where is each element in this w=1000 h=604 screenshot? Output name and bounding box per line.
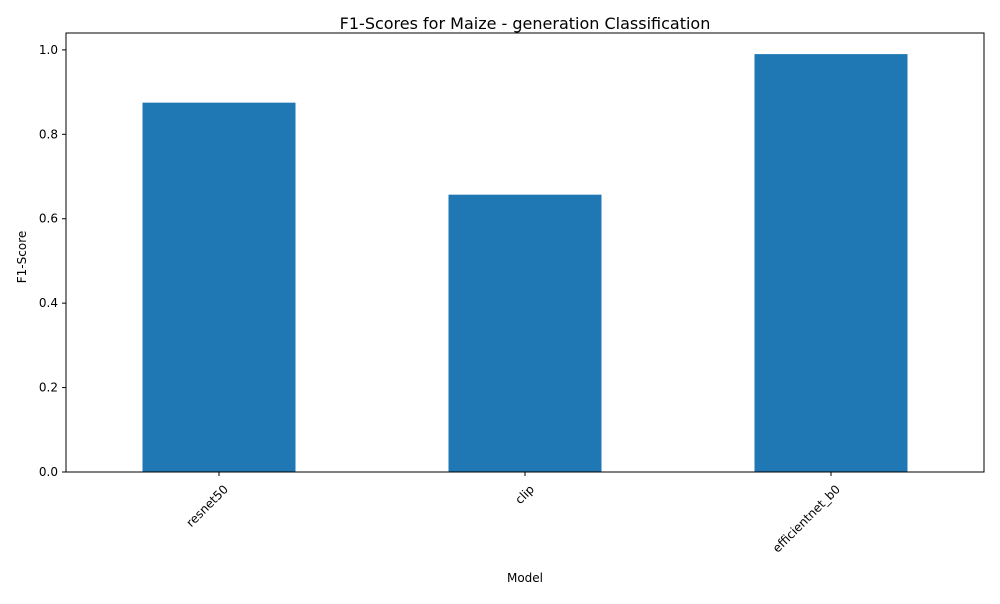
plot-frame — [65, 32, 985, 473]
y-tick-label: 0.2 — [39, 381, 58, 395]
bars-group — [142, 54, 908, 472]
x-axis-ticks: resnet50 clip efficientnet_b0 — [183, 472, 843, 555]
y-tick-label: 0.6 — [39, 212, 58, 226]
bar-efficientnet_b0 — [754, 54, 908, 472]
x-tick-label: clip — [512, 482, 537, 507]
bar-clip — [448, 194, 602, 472]
bar-resnet50 — [142, 102, 296, 472]
chart-title: F1-Scores for Maize - generation Classif… — [340, 14, 711, 33]
x-axis-label: Model — [507, 571, 543, 585]
y-tick-label: 0.0 — [39, 465, 58, 479]
y-axis-ticks: 0.0 0.2 0.4 0.6 0.8 1.0 — [39, 43, 66, 479]
y-tick-label: 1.0 — [39, 43, 58, 57]
y-tick-label: 0.8 — [39, 127, 58, 141]
x-tick-label: resnet50 — [183, 482, 231, 530]
y-axis-label: F1-Score — [15, 231, 29, 283]
x-tick-label: efficientnet_b0 — [770, 482, 843, 555]
y-tick-label: 0.4 — [39, 296, 58, 310]
